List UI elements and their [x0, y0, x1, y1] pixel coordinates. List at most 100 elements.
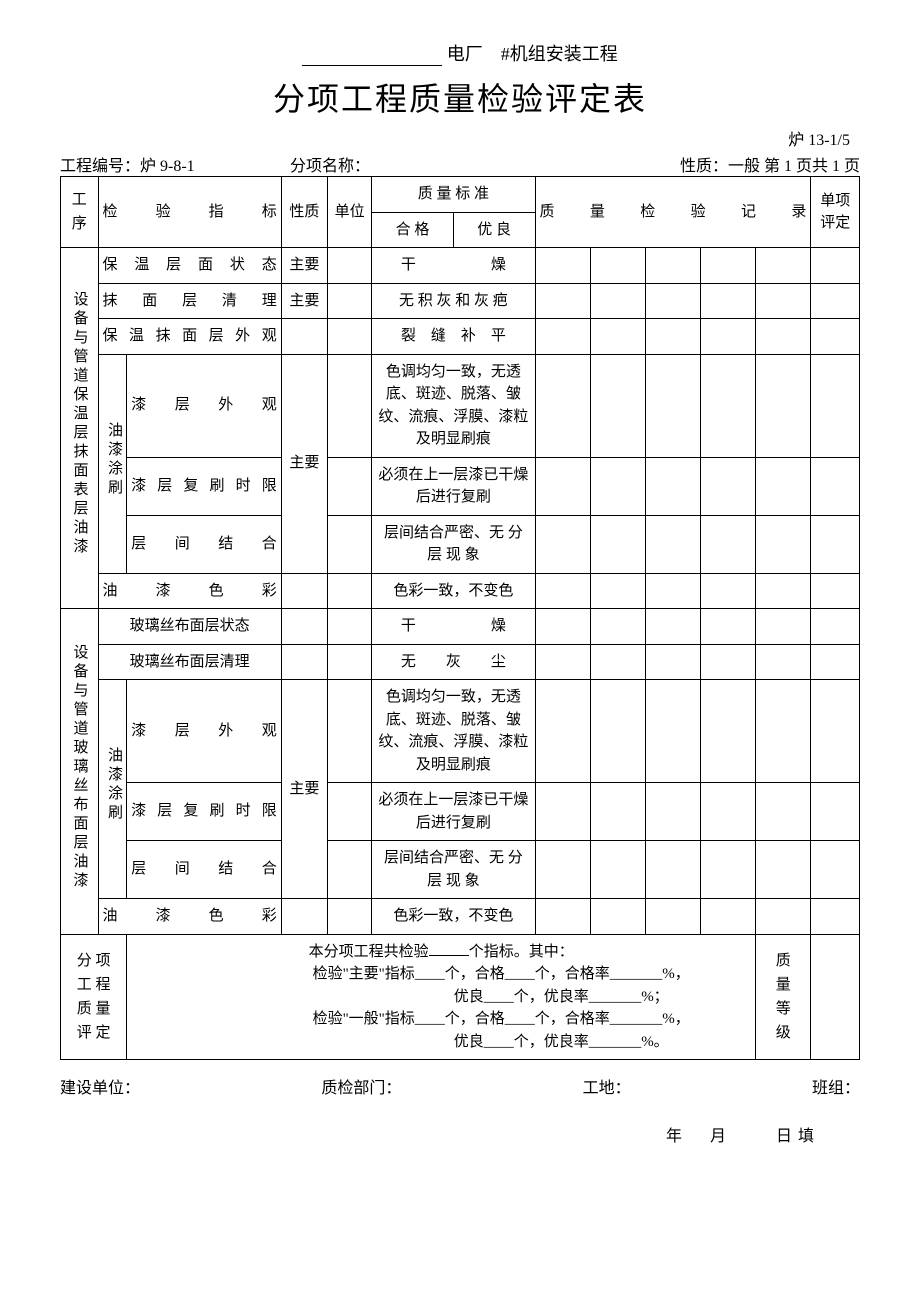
rec-cell: [590, 283, 645, 319]
std-cell: 裂 缝 补 平: [372, 319, 535, 355]
rec-cell: [645, 841, 700, 899]
unit-cell: [328, 457, 372, 515]
nature-cell: [281, 899, 327, 935]
unit-cell: [328, 319, 372, 355]
eval-cell: [811, 319, 860, 355]
rec-cell: [701, 248, 756, 284]
std-cell: 干 燥: [372, 248, 535, 284]
rec-cell: [535, 899, 590, 935]
nature-cell: [281, 644, 327, 680]
indicator-cell: 保 温 抹 面 层 外 观: [98, 319, 281, 355]
rec-cell: [590, 573, 645, 609]
rec-cell: [535, 783, 590, 841]
rec-cell: [756, 680, 811, 783]
rec-cell: [701, 354, 756, 457]
rec-cell: [756, 644, 811, 680]
table-row: 保 温 抹 面 层 外 观 裂 缝 补 平: [61, 319, 860, 355]
unit-cell: [328, 573, 372, 609]
rec-cell: [535, 515, 590, 573]
indicator-cell: 玻璃丝布面层清理: [98, 644, 281, 680]
main-table: 工序 检 验 指 标 性质 单位 质 量 标 准 质 量 检 验 记 录 单项评…: [60, 176, 860, 1060]
table-row: 层 间 结 合 层间结合严密、无 分 层 现 象: [61, 515, 860, 573]
rec-cell: [701, 457, 756, 515]
rec-cell: [535, 319, 590, 355]
indicator-cell: 油 漆 色 彩: [98, 573, 281, 609]
rec-cell: [590, 609, 645, 645]
rec-cell: [756, 841, 811, 899]
eval-cell: [811, 609, 860, 645]
indicator-cell: 漆 层 外 观: [127, 354, 282, 457]
rec-cell: [645, 248, 700, 284]
unit-cell: [328, 354, 372, 457]
rec-cell: [645, 457, 700, 515]
std-cell: 必须在上一层漆已干燥后进行复刷: [372, 783, 535, 841]
summary-label: 分 项工 程质 量评 定: [61, 934, 127, 1060]
rec-cell: [645, 899, 700, 935]
form-code: 炉 13-1/5: [60, 126, 860, 150]
eval-cell: [811, 899, 860, 935]
rec-cell: [701, 515, 756, 573]
rec-cell: [645, 680, 700, 783]
eval-cell: [811, 783, 860, 841]
footer-row: 建设单位： 质检部门： 工地： 班组：: [60, 1074, 860, 1098]
indicator-cell: 油 漆 色 彩: [98, 899, 281, 935]
rec-cell: [590, 841, 645, 899]
unit-cell: [328, 609, 372, 645]
footer-qc: 质检部门：: [321, 1074, 401, 1098]
rec-cell: [701, 573, 756, 609]
page-title: 分项工程质量检验评定表: [60, 74, 860, 120]
table-row: 油 漆 色 彩 色彩一致，不变色: [61, 899, 860, 935]
rec-cell: [590, 783, 645, 841]
rec-cell: [701, 644, 756, 680]
rec-cell: [701, 319, 756, 355]
std-cell: 干 燥: [372, 609, 535, 645]
meta-row: 工程编号：炉 9-8-1 分项名称： 性质：一般 第 1 页共 1 页: [60, 152, 860, 176]
table-row: 设备与管道玻璃丝布面层油漆 玻璃丝布面层状态 干 燥: [61, 609, 860, 645]
std-cell: 无 积 灰 和 灰 疤: [372, 283, 535, 319]
unit-cell: [328, 841, 372, 899]
eval-cell: [811, 573, 860, 609]
rec-cell: [645, 644, 700, 680]
rec-cell: [535, 841, 590, 899]
rec-cell: [756, 319, 811, 355]
rec-cell: [590, 319, 645, 355]
rec-cell: [535, 644, 590, 680]
th-nature: 性质: [281, 177, 327, 248]
eval-cell: [811, 515, 860, 573]
eval-cell: [811, 354, 860, 457]
indicator-cell: 层 间 结 合: [127, 515, 282, 573]
unit-cell: [328, 515, 372, 573]
rec-cell: [701, 680, 756, 783]
nature-cell: 主要: [281, 248, 327, 284]
rec-cell: [590, 644, 645, 680]
std-cell: 色调均匀一致，无透底、斑迹、脱落、皱纹、流痕、浮膜、漆粒及明显刷痕: [372, 680, 535, 783]
indicator-cell: 漆 层 外 观: [127, 680, 282, 783]
std-cell: 无 灰 尘: [372, 644, 535, 680]
std-cell: 层间结合严密、无 分 层 现 象: [372, 841, 535, 899]
indicator-cell: 漆 层 复 刷 时 限: [127, 783, 282, 841]
rec-cell: [590, 354, 645, 457]
rec-cell: [701, 899, 756, 935]
table-row: 抹 面 层 清 理 主要 无 积 灰 和 灰 疤: [61, 283, 860, 319]
rec-cell: [701, 283, 756, 319]
summary-content: 本分项工程共检验个指标。其中： 检验"主要"指标____个，合格____个，合格…: [127, 934, 756, 1060]
indicator-cell: 玻璃丝布面层状态: [98, 609, 281, 645]
project-no: 工程编号：炉 9-8-1: [60, 152, 290, 176]
rec-cell: [756, 354, 811, 457]
unit-cell: [328, 283, 372, 319]
nature-cell: 主要: [281, 354, 327, 573]
unit-cell: [328, 644, 372, 680]
th-record: 质 量 检 验 记 录: [535, 177, 811, 248]
table-row: 层 间 结 合 层间结合严密、无 分 层 现 象: [61, 841, 860, 899]
unit-cell: [328, 248, 372, 284]
header-line: 电厂 #机组安装工程: [60, 40, 860, 66]
indicator-cell: 抹 面 层 清 理: [98, 283, 281, 319]
item-name: 分项名称：: [290, 152, 680, 176]
rec-cell: [535, 354, 590, 457]
std-cell: 层间结合严密、无 分 层 现 象: [372, 515, 535, 573]
unit-cell: [328, 899, 372, 935]
table-row: 油漆涂刷 漆 层 外 观 主要 色调均匀一致，无透底、斑迹、脱落、皱纹、流痕、浮…: [61, 680, 860, 783]
std-cell: 必须在上一层漆已干燥后进行复刷: [372, 457, 535, 515]
th-pass: 合 格: [372, 212, 454, 248]
rec-cell: [756, 515, 811, 573]
